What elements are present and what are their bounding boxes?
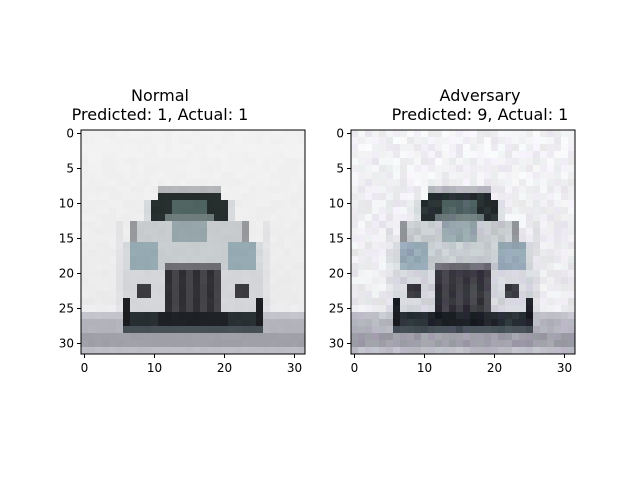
panel-normal: Normal Predicted: 1, Actual: 1 [0, 86, 320, 124]
x-tick-label: 20 [487, 361, 502, 375]
x-tick-label: 0 [81, 361, 89, 375]
axes-frame [80, 129, 306, 355]
y-tick-label: 30 [59, 337, 74, 351]
y-tick-label: 25 [329, 302, 344, 316]
x-tick-label: 0 [351, 361, 359, 375]
y-tick-label: 10 [329, 197, 344, 211]
title-line2: Predicted: 1, Actual: 1 [71, 105, 249, 124]
axes-normal: 0 5 10 15 20 25 30 0 10 20 30 [59, 127, 306, 375]
x-tick-label: 30 [557, 361, 572, 375]
x-tick-label: 30 [287, 361, 302, 375]
y-tick-label: 20 [59, 267, 74, 281]
panel-adversary: Adversary Predicted: 9, Actual: 1 [320, 0, 640, 480]
y-tick-label: 30 [329, 337, 344, 351]
car-image-adversary [351, 130, 575, 354]
y-tick-label: 0 [66, 127, 74, 141]
axes-adversary: 0 5 10 15 20 25 30 0 10 20 30 [329, 127, 576, 375]
y-tick-label: 25 [59, 302, 74, 316]
y-tick-label: 10 [59, 197, 74, 211]
y-tick-label: 5 [336, 162, 344, 176]
title-line1: Adversary [439, 86, 521, 105]
x-tick-label: 10 [417, 361, 432, 375]
y-tick-label: 20 [329, 267, 344, 281]
title-line2: Predicted: 9, Actual: 1 [391, 105, 569, 124]
y-tick-label: 15 [329, 232, 344, 246]
x-tick-label: 20 [217, 361, 232, 375]
panel-title: Normal Predicted: 1, Actual: 1 [0, 86, 320, 124]
y-tick-label: 0 [336, 127, 344, 141]
axes-frame [350, 129, 576, 355]
panel-title: Adversary Predicted: 9, Actual: 1 [320, 86, 640, 124]
car-image-normal [81, 130, 305, 354]
x-tick-label: 10 [147, 361, 162, 375]
title-line1: Normal [131, 86, 189, 105]
y-tick-label: 5 [66, 162, 74, 176]
y-tick-label: 15 [59, 232, 74, 246]
